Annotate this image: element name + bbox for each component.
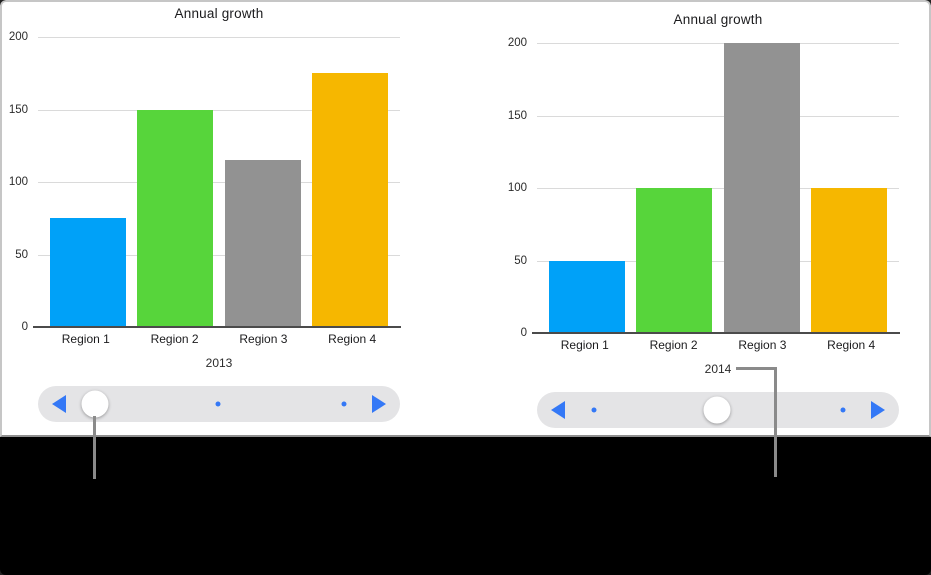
- x-axis-category-label: Region 1: [61, 332, 110, 346]
- y-axis-tick-label: 0: [520, 327, 527, 339]
- pager-position-dot[interactable]: [341, 401, 347, 407]
- previous-page-arrow-icon[interactable]: [551, 401, 565, 419]
- plot-area: [33, 37, 401, 328]
- x-axis-category-label: Region 2: [150, 332, 199, 346]
- y-axis-tick-label: 200: [8, 31, 28, 43]
- gridline-200: [537, 43, 899, 44]
- bar-region-4[interactable]: [312, 73, 389, 327]
- slider-knob[interactable]: [703, 396, 731, 424]
- bar-region-2[interactable]: [636, 188, 713, 333]
- pager-position-dot[interactable]: [840, 407, 846, 413]
- gridline-150: [537, 115, 899, 117]
- bar-region-1[interactable]: [548, 260, 625, 333]
- gridline-100: [537, 188, 899, 189]
- next-page-arrow-icon[interactable]: [871, 401, 885, 419]
- pager-position-dot[interactable]: [591, 407, 597, 413]
- annual-growth-chart-2013: Annual growth 0 50 100 150 200 Region 1 Regio…: [2, 0, 462, 437]
- x-axis-category-label: Region 4: [827, 338, 876, 352]
- y-axis-tick-label: 0: [21, 321, 28, 333]
- x-axis-labels: Region 1 Region 2 Region 3 Region 4: [38, 332, 400, 346]
- callout-line-year-label-vertical: [774, 367, 777, 477]
- x-axis-line: [33, 326, 401, 328]
- y-axis-tick-label: 100: [507, 182, 527, 194]
- chart-pager-slider[interactable]: [537, 392, 899, 428]
- bar-region-2[interactable]: [137, 109, 214, 327]
- gridline-100: [38, 182, 400, 183]
- x-axis-category-label: Region 2: [649, 338, 698, 352]
- plot-area: [532, 43, 900, 334]
- year-label: 2014: [704, 362, 732, 376]
- y-axis-tick-label: 150: [8, 103, 28, 116]
- bars-group: [38, 37, 400, 327]
- bar-region-1[interactable]: [49, 218, 126, 327]
- callout-line-left-slider-knob: [93, 416, 96, 479]
- y-axis-tick-label: 50: [514, 254, 527, 267]
- chart-title: Annual growth: [673, 12, 763, 27]
- gridline-150: [38, 109, 400, 111]
- x-axis-category-label: Region 3: [239, 332, 288, 346]
- x-axis-line: [532, 332, 900, 334]
- bars-group: [537, 43, 899, 333]
- x-axis-category-label: Region 1: [560, 338, 609, 352]
- chart-pager-slider[interactable]: [38, 386, 400, 422]
- bar-region-3[interactable]: [224, 160, 301, 327]
- chart-title: Annual growth: [174, 6, 264, 21]
- x-axis-category-label: Region 3: [738, 338, 787, 352]
- previous-page-arrow-icon[interactable]: [52, 395, 66, 413]
- y-axis-tick-label: 200: [507, 37, 527, 49]
- annual-growth-chart-2014: Annual growth 0 50 100 150 200 Region 1 Regio…: [501, 6, 931, 443]
- next-page-arrow-icon[interactable]: [372, 395, 386, 413]
- slider-knob[interactable]: [81, 390, 109, 418]
- gridline-200: [38, 37, 400, 38]
- x-axis-labels: Region 1 Region 2 Region 3 Region 4: [537, 338, 899, 352]
- x-axis-category-label: Region 4: [328, 332, 377, 346]
- pager-position-dot[interactable]: [215, 401, 221, 407]
- y-axis-tick-label: 100: [8, 176, 28, 188]
- y-axis-tick-label: 50: [15, 248, 28, 261]
- callout-line-year-label-horizontal: [736, 367, 777, 370]
- year-label: 2013: [205, 356, 233, 370]
- bar-region-4[interactable]: [811, 188, 888, 333]
- bar-region-3[interactable]: [723, 43, 800, 333]
- gridline-50: [537, 260, 899, 262]
- gridline-50: [38, 254, 400, 256]
- y-axis-tick-label: 150: [507, 109, 527, 122]
